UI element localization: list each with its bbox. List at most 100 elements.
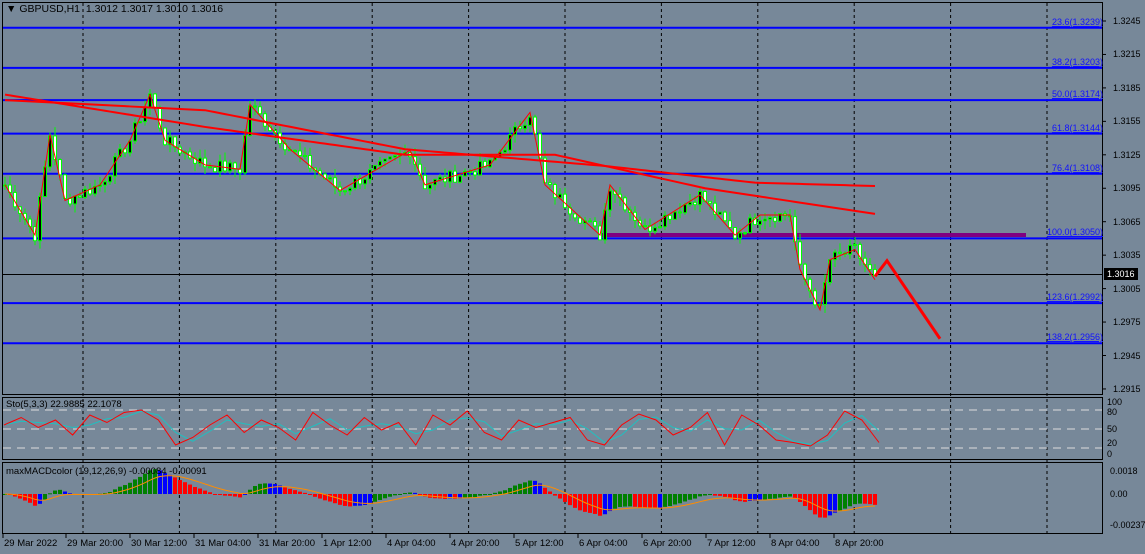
- projection-line: [873, 258, 942, 340]
- macd-bar: [548, 491, 552, 494]
- symbol-label: GBPUSD,H1: [19, 3, 80, 15]
- candle-bull: [388, 156, 392, 160]
- candle-bear: [538, 133, 542, 159]
- candle-bear: [753, 217, 757, 226]
- macd-bar: [388, 494, 392, 497]
- time-axis-label: 30 Mar 12:00: [131, 538, 187, 549]
- candle-bull: [658, 226, 662, 229]
- time-axis-label: 7 Apr 12:00: [707, 538, 756, 549]
- macd-bar: [58, 489, 62, 494]
- candle-bull: [698, 191, 702, 206]
- macd-bar: [448, 494, 452, 499]
- fib-label: 138.2(1.2956): [1046, 332, 1103, 343]
- macd-bar: [513, 485, 517, 494]
- candle-bear: [578, 217, 582, 224]
- macd-bar: [733, 494, 737, 501]
- macd-bar: [728, 494, 732, 499]
- candle-bear: [548, 182, 552, 186]
- candle-bull: [643, 225, 647, 228]
- macd-bar: [478, 494, 482, 496]
- macd-bar: [48, 493, 52, 495]
- time-axis-label: 8 Apr 04:00: [771, 538, 820, 549]
- macd-bar: [543, 487, 547, 494]
- fib-label: 50.0(1.3174): [1051, 89, 1103, 100]
- macd-bar: [158, 470, 162, 494]
- time-axis-label: 29 Mar 20:00: [67, 538, 123, 549]
- candle-bull: [778, 213, 782, 222]
- price-axis-label: 1.3245: [1113, 16, 1141, 26]
- macd-signal-line: [4, 475, 876, 512]
- candle-bear: [473, 171, 477, 176]
- macd-bar: [503, 490, 507, 494]
- stoch-axis-label: 100: [1107, 397, 1123, 407]
- macd-bar: [348, 494, 352, 507]
- macd-label: maxMACDcolor (19,12,26,9) -0.00084 -0.00…: [6, 466, 207, 477]
- ohlc-values: 1.3012 1.3017 1.3010 1.3016: [85, 3, 224, 15]
- macd-bar: [703, 494, 707, 496]
- candle-bull: [93, 185, 97, 195]
- candle-bear: [648, 225, 652, 232]
- macd-bar: [788, 494, 792, 497]
- macd-bar: [218, 494, 222, 495]
- macd-bar: [288, 488, 292, 494]
- macd-bar: [628, 494, 632, 507]
- macd-bar: [38, 494, 42, 504]
- macd-bar: [553, 494, 557, 496]
- candle-bull: [373, 165, 377, 171]
- macd-bar: [558, 494, 562, 499]
- macd-bar: [618, 494, 622, 507]
- macd-bar: [818, 494, 822, 518]
- candle-bull: [73, 195, 77, 205]
- macd-bar: [198, 488, 202, 494]
- macd-bar: [368, 494, 372, 504]
- price-axis-label: 1.3065: [1113, 216, 1141, 227]
- macd-bar: [138, 476, 142, 494]
- macd-bar: [253, 486, 257, 494]
- macd-bar: [163, 473, 167, 494]
- macd-bar: [178, 480, 182, 494]
- main-pane-frame: [2, 2, 1103, 395]
- candle-bear: [588, 220, 592, 223]
- macd-bar: [228, 494, 232, 496]
- macd-bar: [873, 494, 877, 505]
- macd-bar: [568, 494, 572, 506]
- stoch-axis-label: 80: [1107, 407, 1118, 417]
- time-axis-label: 4 Apr 04:00: [387, 538, 436, 549]
- fib-label: 123.6(1.2992): [1046, 292, 1103, 303]
- macd-bar: [373, 494, 377, 502]
- fib-label: 38.2(1.3203): [1051, 56, 1103, 67]
- stoch-axis-label: 0: [1107, 449, 1113, 459]
- macd-bar: [363, 494, 367, 505]
- collapse-triangle-icon[interactable]: ▼: [6, 3, 20, 15]
- macd-bar: [298, 491, 302, 494]
- macd-bar: [23, 494, 27, 501]
- macd-bar: [418, 494, 422, 495]
- candle-bull: [743, 232, 747, 235]
- macd-bar: [538, 483, 542, 494]
- price-axis-label: 1.3035: [1113, 250, 1141, 261]
- candle-bull: [343, 190, 347, 193]
- candle-bear: [868, 264, 872, 270]
- candle-bull: [523, 124, 527, 130]
- macd-bar: [123, 485, 127, 494]
- candle-bear: [563, 193, 567, 209]
- macd-bar: [813, 494, 817, 515]
- candle-bear: [53, 135, 57, 161]
- macd-bar: [718, 494, 722, 496]
- candle-bull: [653, 227, 657, 232]
- macd-bar: [673, 494, 677, 505]
- candle-bear: [173, 136, 177, 148]
- candle-bull: [848, 244, 852, 255]
- macd-bar: [748, 494, 752, 501]
- macd-bar: [148, 470, 152, 494]
- macd-bar: [783, 494, 787, 497]
- macd-bar: [68, 493, 72, 495]
- macd-bar: [323, 494, 327, 501]
- macd-bar: [738, 494, 742, 502]
- candle-bull: [718, 211, 722, 215]
- macd-bar: [393, 494, 397, 496]
- candle-bull: [83, 188, 87, 198]
- current-price-tag: 1.3016: [1104, 268, 1138, 280]
- candle-bear: [733, 226, 737, 239]
